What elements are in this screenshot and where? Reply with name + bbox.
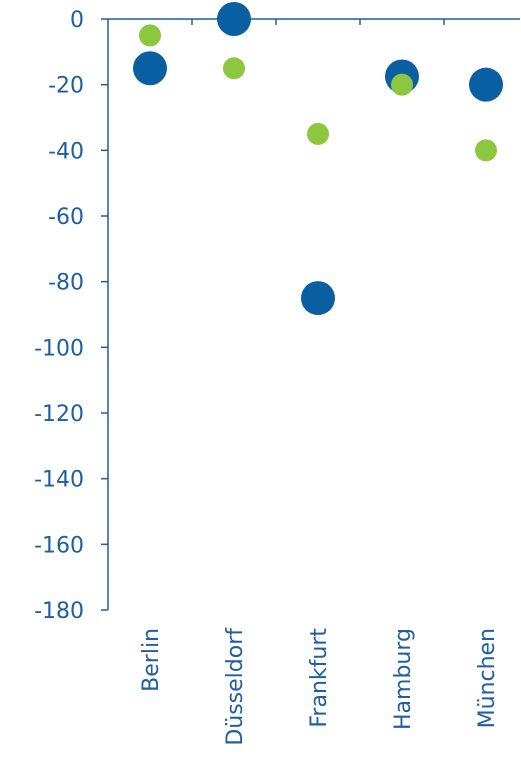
x-axis-labels: Berlin Düsseldorf Frankfurt Hamburg München [139, 627, 500, 746]
series-2-point [307, 122, 329, 145]
y-tick-label: -20 [48, 74, 84, 99]
axes [107, 18, 520, 610]
y-tick-label: -120 [34, 402, 84, 427]
series-2-point [475, 139, 497, 162]
x-category-label: Berlin [139, 628, 164, 692]
y-tick-label: -140 [34, 468, 84, 493]
x-category-label: Frankfurt [307, 628, 332, 728]
series-1-point [301, 281, 335, 316]
y-axis-ticks: 0 -20 -40 -60 -80 -100 -120 -140 -160 -180 [34, 8, 108, 624]
y-tick-label: -60 [48, 205, 84, 230]
y-tick-label: -80 [48, 271, 84, 296]
x-category-label: Düsseldorf [223, 627, 248, 746]
x-category-label: Hamburg [391, 628, 416, 730]
data-points [133, 2, 503, 316]
y-tick-label: -180 [34, 599, 84, 624]
y-tick-label: -160 [34, 533, 84, 558]
series-2-point [139, 24, 161, 47]
series-1-point [217, 2, 251, 36]
y-tick-label: 0 [70, 8, 84, 33]
y-tick-label: -40 [48, 139, 84, 164]
series-1-point [133, 51, 167, 86]
series-2-point [391, 73, 413, 96]
x-category-label: München [475, 628, 500, 728]
y-tick-label: -100 [34, 336, 84, 361]
series-2-point [223, 57, 245, 80]
series-1-point [469, 67, 503, 102]
